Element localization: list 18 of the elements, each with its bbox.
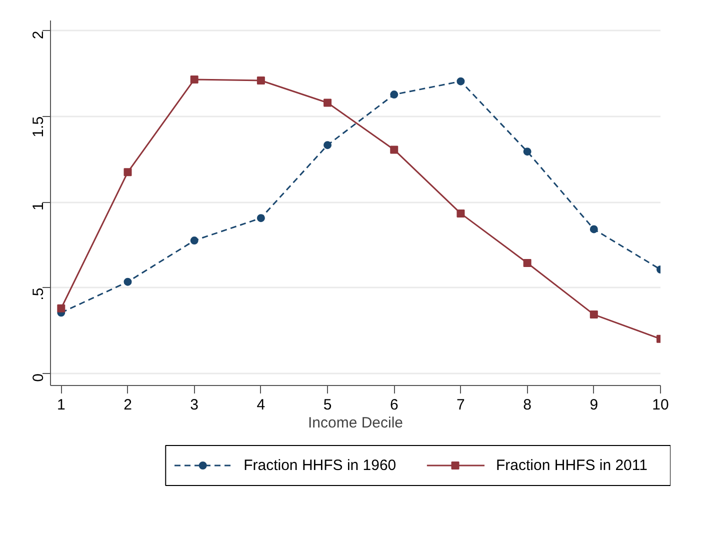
- x-tick-label: 6: [390, 396, 398, 414]
- legend-label: Fraction HHFS in 2011: [496, 457, 648, 474]
- x-tick-label: 7: [456, 396, 465, 414]
- x-tick-label: 2: [124, 396, 132, 414]
- x-tick-label: 1: [56, 396, 66, 414]
- x-tick-label: 9: [590, 396, 598, 414]
- y-tick-label: 0: [30, 374, 47, 382]
- x-tick-label: 8: [523, 396, 532, 414]
- y-tick-label: 2: [30, 30, 47, 40]
- y-tick-label: 1: [30, 202, 47, 210]
- x-tick-label: 4: [256, 396, 266, 414]
- x-axis-title: Income Decile: [308, 414, 404, 432]
- x-tick-label: 3: [190, 396, 199, 414]
- legend-label: Fraction HHFS in 1960: [244, 457, 396, 474]
- y-tick-label: .5: [30, 288, 47, 300]
- x-tick-label: 5: [323, 396, 332, 414]
- y-tick-label: 1.5: [30, 116, 47, 138]
- x-tick-label: 10: [652, 396, 669, 414]
